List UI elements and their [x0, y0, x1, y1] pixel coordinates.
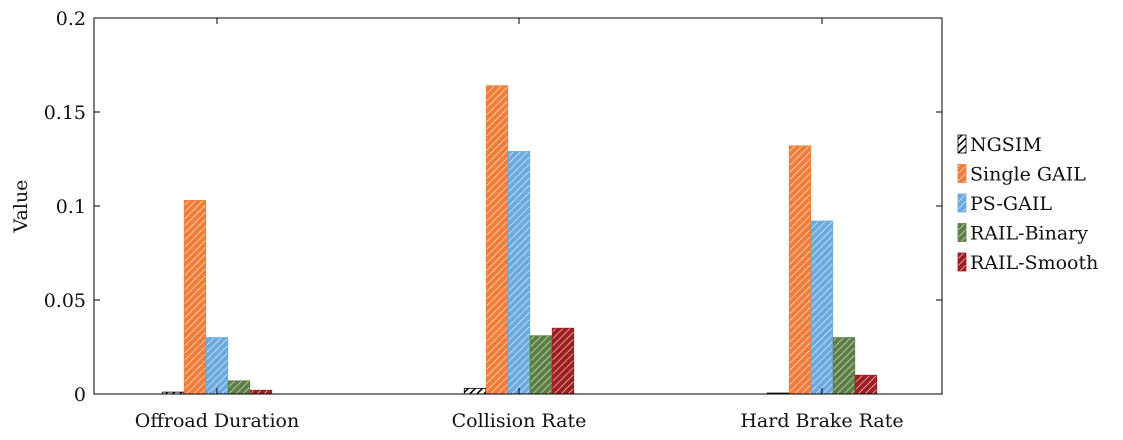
bar-single-gail-2 [788, 145, 812, 395]
bar-rail-binary-2 [832, 337, 856, 395]
legend-swatch [957, 134, 967, 154]
legend-swatch [957, 164, 967, 183]
x-tick-label: Collision Rate [452, 410, 587, 432]
bar-rail-binary-1 [529, 335, 553, 395]
legend-swatch [957, 193, 967, 213]
x-tick-label: Hard Brake Rate [740, 410, 903, 432]
legend: NGSIM Single GAIL PS-GAIL RAIL-Binary RAIL-S… [957, 134, 1098, 274]
y-tick-label: 0 [74, 384, 86, 406]
bar-ps-gail-0 [205, 337, 229, 395]
bar-single-gail-0 [183, 199, 207, 395]
bars [161, 85, 878, 395]
x-tick-label: Offroad Duration [135, 410, 299, 432]
y-axis-title: Value [10, 180, 32, 234]
y-tick-label: 0.2 [56, 8, 86, 30]
y-tick-label: 0.05 [44, 290, 86, 312]
legend-label: Single GAIL [970, 164, 1086, 186]
bar-single-gail-1 [485, 85, 509, 395]
bar-rail-binary-0 [227, 380, 251, 395]
legend-label: RAIL-Smooth [970, 252, 1098, 274]
bar-ps-gail-2 [810, 220, 834, 395]
bar-rail-smooth-2 [854, 374, 878, 395]
legend-label: RAIL-Binary [970, 223, 1088, 245]
bar-ngsim-1 [463, 387, 487, 395]
legend-label: PS-GAIL [970, 193, 1052, 215]
axes: 0 0.05 0.1 0.15 0.2 Offroad Duration Collision… [10, 8, 943, 432]
legend-label: NGSIM [970, 134, 1042, 156]
y-tick-label: 0.15 [44, 102, 86, 124]
bar-ps-gail-1 [507, 151, 531, 395]
legend-swatch [957, 223, 967, 242]
bar-rail-smooth-0 [249, 389, 273, 395]
bar-rail-smooth-1 [551, 327, 575, 395]
legend-swatch [957, 252, 967, 272]
y-tick-label: 0.1 [56, 196, 86, 218]
